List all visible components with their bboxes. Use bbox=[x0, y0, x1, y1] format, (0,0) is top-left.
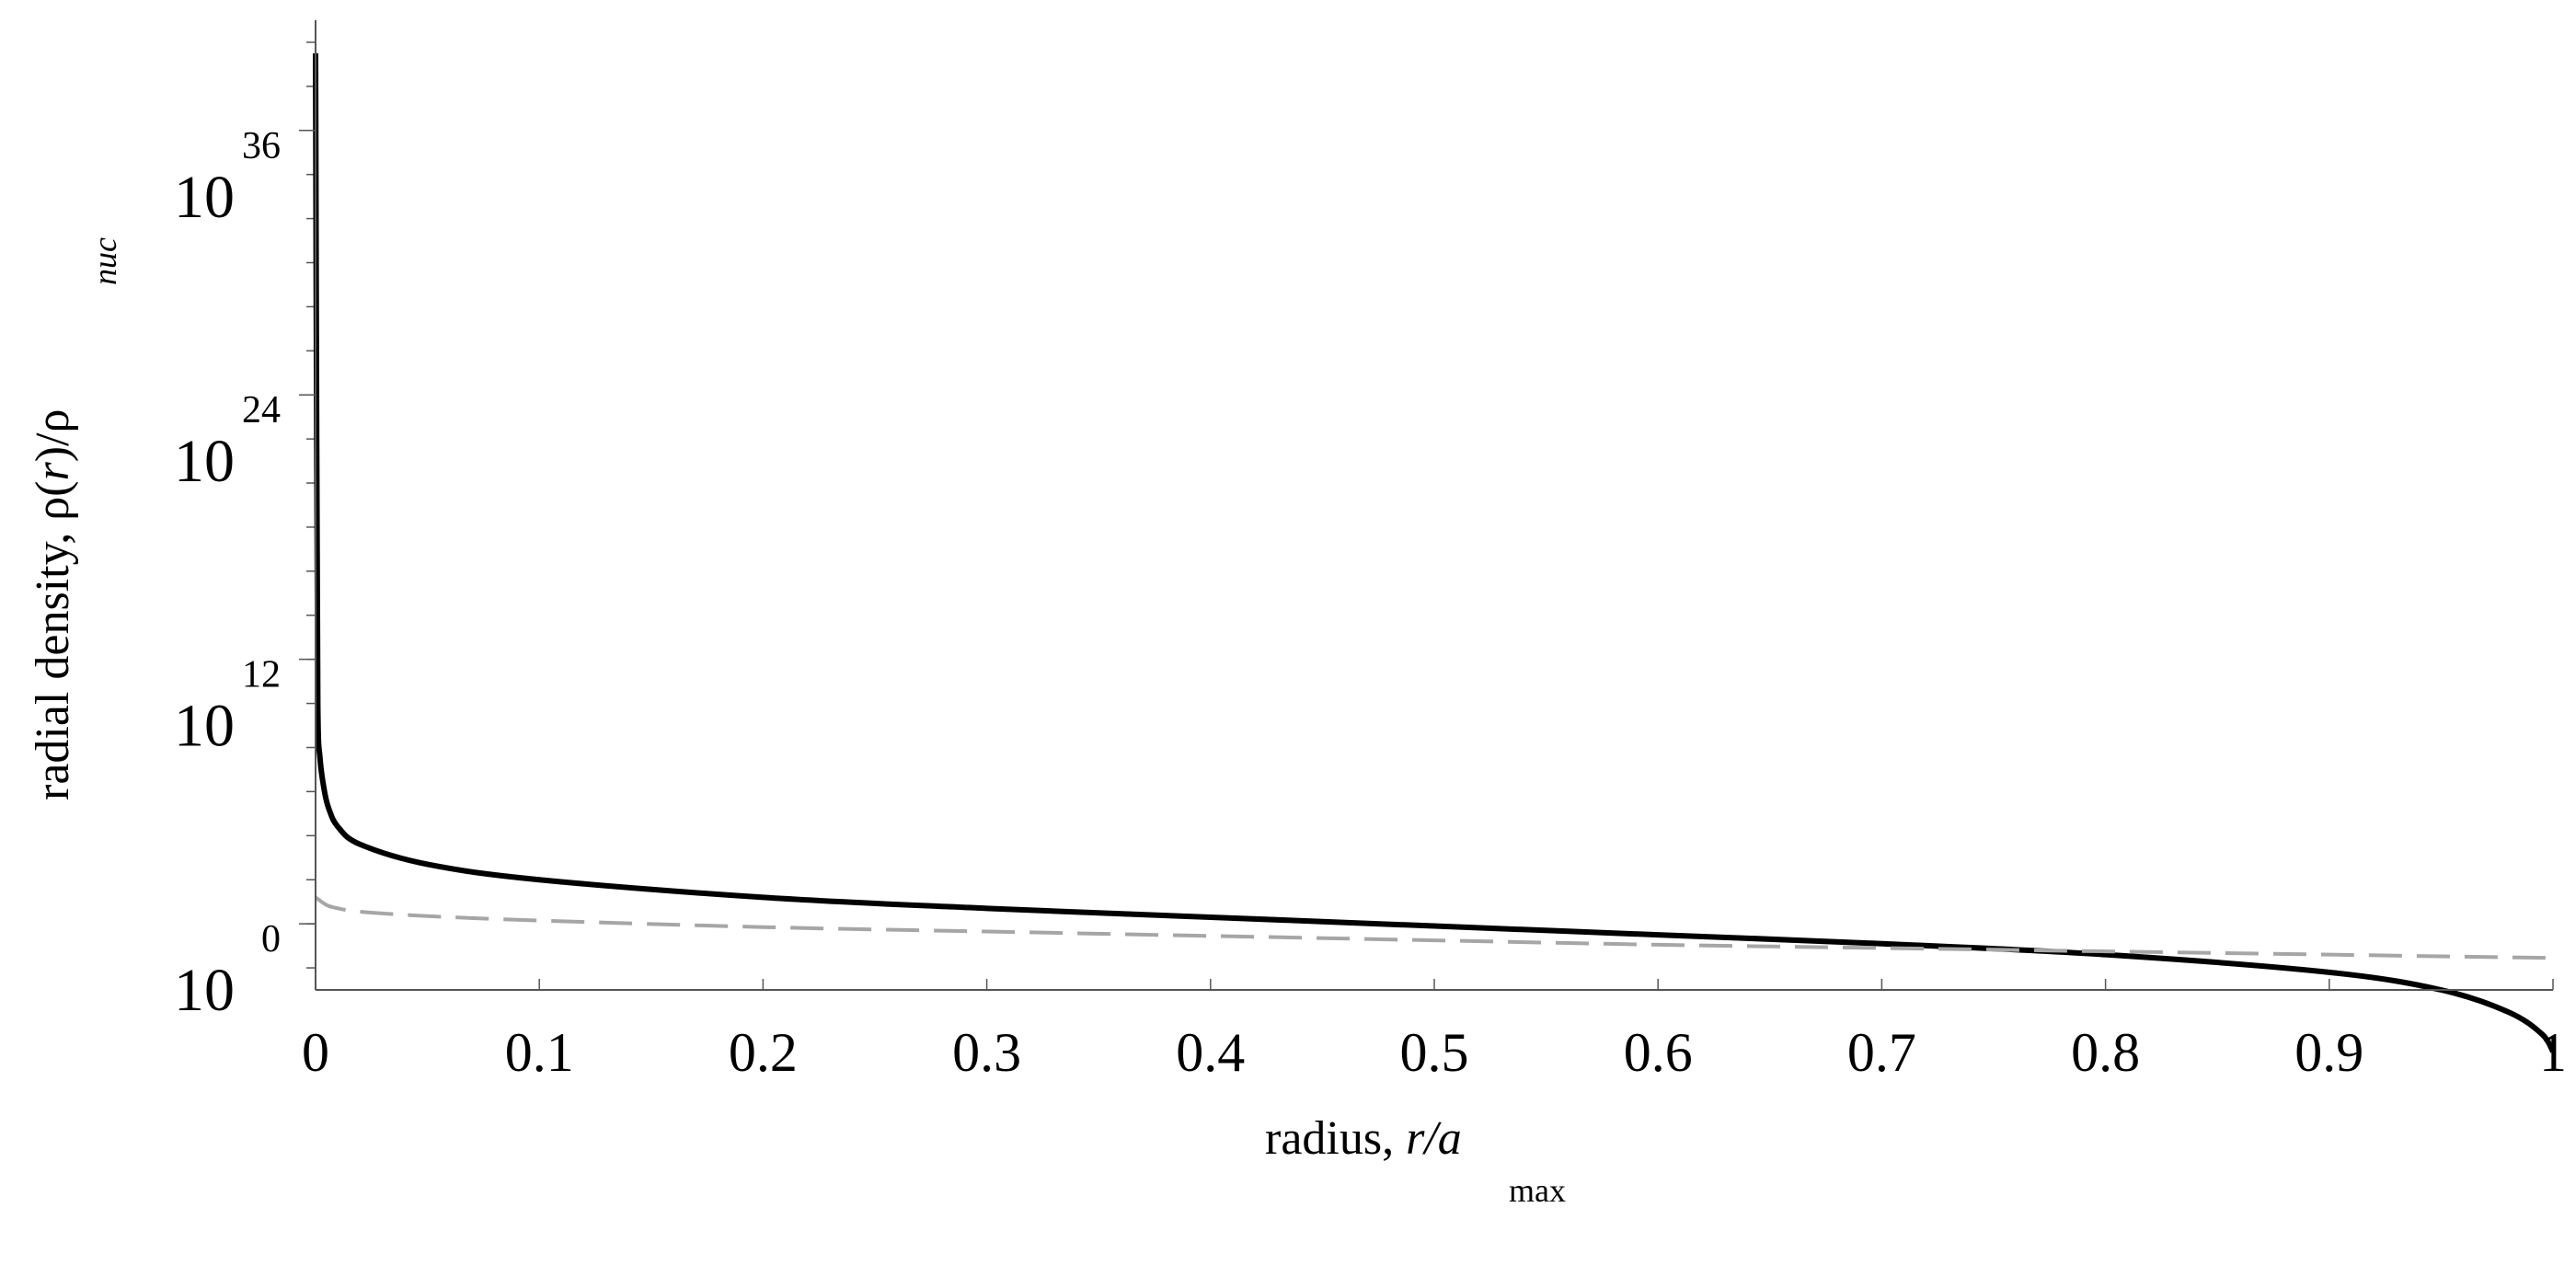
x-tick-label: 0.9 bbox=[2294, 1022, 2363, 1083]
plot-curves bbox=[313, 52, 2556, 1053]
x-tick-label: 0.8 bbox=[2071, 1022, 2140, 1083]
y-tick-label-exponent: 0 bbox=[261, 918, 281, 960]
x-tick-label: 0.1 bbox=[505, 1022, 574, 1083]
solid-series-line bbox=[313, 52, 2556, 1053]
y-axis-label-subscript: nuc bbox=[86, 237, 123, 285]
y-tick-label-exponent: 12 bbox=[242, 654, 281, 696]
y-tick-label-base: 10 bbox=[174, 164, 235, 231]
x-tick-label: 0.6 bbox=[1624, 1022, 1693, 1083]
dashed-series-line bbox=[314, 895, 2554, 960]
x-tick-label: 0 bbox=[302, 1022, 329, 1083]
x-tick-label: 0.7 bbox=[1847, 1022, 1916, 1083]
y-tick-label-base: 10 bbox=[174, 957, 235, 1024]
x-axis-label-subscript: max bbox=[1509, 1172, 1566, 1209]
axes bbox=[315, 20, 2553, 991]
y-tick-label-exponent: 36 bbox=[242, 125, 281, 167]
y-axis-label: radial density, ρ(r)/ρ bbox=[27, 409, 79, 800]
y-tick-label-exponent: 24 bbox=[242, 389, 281, 431]
x-tick-label: 0.2 bbox=[729, 1022, 798, 1083]
x-tick-labels: 0 0.1 0.2 0.3 0.4 0.5 0.6 0.7 0.8 0.9 1 bbox=[302, 979, 2567, 1083]
x-tick-label: 0.4 bbox=[1176, 1022, 1245, 1083]
x-tick-label: 0.3 bbox=[952, 1022, 1021, 1083]
y-tick-label-base: 10 bbox=[174, 693, 235, 760]
x-tick-label: 1 bbox=[2539, 1022, 2567, 1083]
y-tick-label-base: 10 bbox=[174, 428, 235, 495]
x-tick-label: 0.5 bbox=[1400, 1022, 1469, 1083]
x-axis-label: radius, r/a bbox=[1265, 1112, 1462, 1165]
y-axis-label-group: radial density, ρ(r)/ρ nuc bbox=[27, 237, 123, 800]
